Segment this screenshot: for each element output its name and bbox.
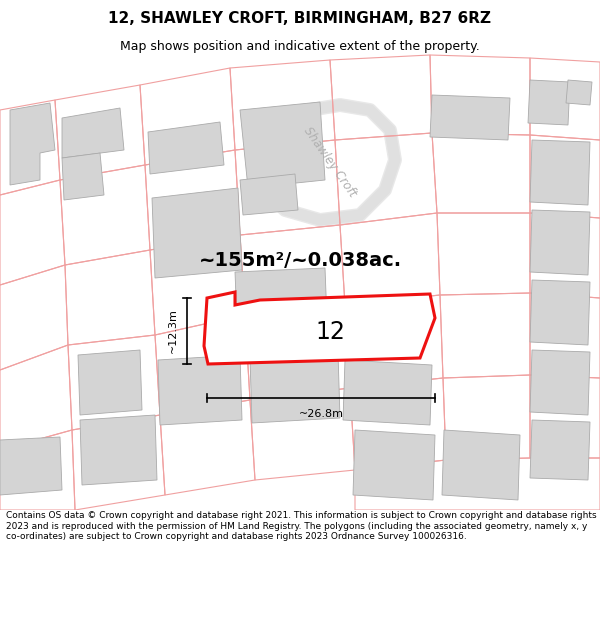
Text: 12, SHAWLEY CROFT, BIRMINGHAM, B27 6RZ: 12, SHAWLEY CROFT, BIRMINGHAM, B27 6RZ [109, 11, 491, 26]
Polygon shape [62, 108, 124, 158]
Polygon shape [430, 95, 510, 140]
Polygon shape [158, 355, 242, 425]
Polygon shape [78, 350, 142, 415]
Polygon shape [528, 80, 570, 125]
Text: 12: 12 [315, 320, 345, 344]
Text: Map shows position and indicative extent of the property.: Map shows position and indicative extent… [120, 40, 480, 53]
Polygon shape [10, 103, 55, 185]
Polygon shape [530, 280, 590, 345]
Polygon shape [353, 430, 435, 500]
Polygon shape [235, 268, 328, 348]
Text: Contains OS data © Crown copyright and database right 2021. This information is : Contains OS data © Crown copyright and d… [6, 511, 596, 541]
Polygon shape [240, 174, 298, 215]
Polygon shape [148, 122, 224, 174]
Polygon shape [240, 102, 325, 188]
Polygon shape [343, 360, 432, 425]
Polygon shape [530, 210, 590, 275]
Polygon shape [442, 430, 520, 500]
Text: Shawley Croft: Shawley Croft [301, 124, 359, 199]
Polygon shape [530, 140, 590, 205]
Polygon shape [62, 153, 104, 200]
Text: ~26.8m: ~26.8m [299, 409, 343, 419]
Polygon shape [530, 350, 590, 415]
Polygon shape [204, 292, 435, 364]
Polygon shape [566, 80, 592, 105]
Polygon shape [152, 188, 242, 278]
Polygon shape [250, 353, 340, 423]
Polygon shape [530, 420, 590, 480]
Text: ~12.3m: ~12.3m [168, 309, 178, 354]
Text: ~155m²/~0.038ac.: ~155m²/~0.038ac. [199, 251, 401, 269]
Polygon shape [80, 415, 157, 485]
Polygon shape [0, 437, 62, 495]
